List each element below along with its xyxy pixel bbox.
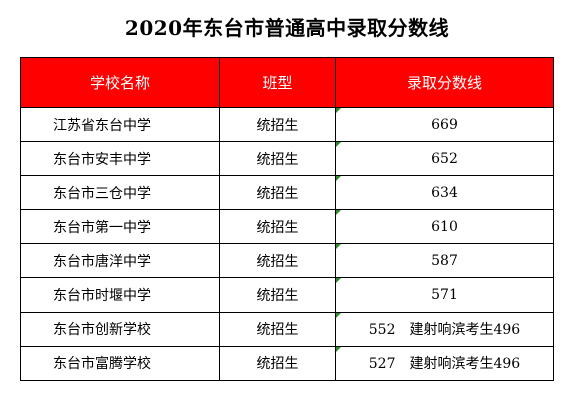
class-type: 统招生 bbox=[219, 209, 336, 245]
score-cell: 652 bbox=[335, 141, 554, 177]
class-type: 统招生 bbox=[219, 345, 336, 381]
school-name: 东台市富腾学校 bbox=[20, 345, 220, 381]
score-cell: 571 bbox=[335, 277, 554, 313]
cell-marker-icon bbox=[336, 278, 341, 284]
class-type: 统招生 bbox=[219, 106, 336, 143]
table-header-row: 学校名称 班型 录取分数线 bbox=[20, 57, 554, 108]
score-cell: 552 建射响滨考生496 bbox=[335, 311, 554, 347]
cell-marker-icon bbox=[336, 142, 341, 148]
score-table: 学校名称 班型 录取分数线 江苏省东台中学 统招生 669 东台市安丰中学 统招… bbox=[20, 57, 554, 381]
score-cell: 669 bbox=[335, 106, 554, 143]
table-row: 东台市三仓中学 统招生 634 bbox=[20, 175, 554, 211]
cell-marker-icon bbox=[336, 312, 341, 318]
class-type: 统招生 bbox=[219, 141, 336, 177]
class-type-label: 统招生 bbox=[256, 253, 299, 270]
score-value: 634 bbox=[431, 184, 458, 201]
class-type-label: 统招生 bbox=[256, 117, 299, 134]
score-value: 610 bbox=[431, 218, 458, 235]
header-score: 录取分数线 bbox=[335, 57, 554, 108]
score-cell: 634 bbox=[335, 175, 554, 211]
table-row: 东台市安丰中学 统招生 652 bbox=[20, 141, 554, 177]
score-value: 552 建射响滨考生496 bbox=[368, 322, 521, 339]
class-type: 统招生 bbox=[219, 243, 336, 279]
cell-marker-icon bbox=[336, 244, 341, 250]
score-value: 571 bbox=[431, 287, 458, 304]
table-row: 东台市第一中学 统招生 610 bbox=[20, 209, 554, 245]
header-type: 班型 bbox=[219, 57, 336, 108]
table-row: 东台市富腾学校 统招生 527 建射响滨考生496 bbox=[20, 345, 554, 381]
class-type: 统招生 bbox=[219, 175, 336, 211]
score-cell: 527 建射响滨考生496 bbox=[335, 345, 554, 381]
school-name: 东台市时堰中学 bbox=[20, 277, 220, 313]
class-type-label: 统招生 bbox=[256, 151, 299, 168]
class-type-label: 统招生 bbox=[256, 288, 299, 305]
table-row: 东台市唐洋中学 统招生 587 bbox=[20, 243, 554, 279]
school-name: 东台市三仓中学 bbox=[20, 175, 220, 211]
school-name: 东台市第一中学 bbox=[20, 209, 220, 245]
cell-marker-icon bbox=[336, 346, 341, 352]
page-title: 2020年东台市普通高中录取分数线 bbox=[124, 16, 450, 40]
class-type-label: 统招生 bbox=[256, 322, 299, 339]
class-type: 统招生 bbox=[219, 277, 336, 313]
score-cell: 587 bbox=[335, 243, 554, 279]
cell-marker-icon bbox=[336, 108, 341, 113]
school-name: 江苏省东台中学 bbox=[20, 106, 220, 143]
header-school: 学校名称 bbox=[20, 57, 220, 108]
score-value: 587 bbox=[431, 252, 458, 269]
table-row: 东台市创新学校 统招生 552 建射响滨考生496 bbox=[20, 311, 554, 347]
class-type-label: 统招生 bbox=[256, 219, 299, 236]
cell-marker-icon bbox=[336, 210, 341, 216]
score-value: 527 建射响滨考生496 bbox=[368, 356, 521, 373]
class-type-label: 统招生 bbox=[256, 356, 299, 373]
score-cell: 610 bbox=[335, 209, 554, 245]
cell-marker-icon bbox=[336, 176, 341, 182]
school-name: 东台市创新学校 bbox=[20, 311, 220, 347]
class-type: 统招生 bbox=[219, 311, 336, 347]
table-row: 东台市时堰中学 统招生 571 bbox=[20, 277, 554, 313]
class-type-label: 统招生 bbox=[256, 185, 299, 202]
school-name: 东台市唐洋中学 bbox=[20, 243, 220, 279]
score-value: 652 bbox=[431, 150, 458, 167]
table-row: 江苏省东台中学 统招生 669 bbox=[20, 106, 554, 143]
school-name: 东台市安丰中学 bbox=[20, 141, 220, 177]
score-value: 669 bbox=[431, 116, 458, 133]
